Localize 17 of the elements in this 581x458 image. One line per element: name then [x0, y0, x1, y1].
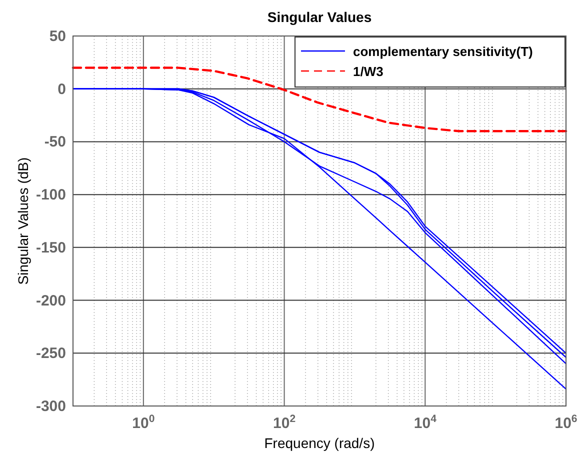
y-axis-title: Singular Values (dB) — [15, 157, 31, 285]
x-axis-title: Frequency (rad/s) — [264, 435, 375, 451]
y-tick-label: -200 — [36, 292, 66, 310]
y-tick-label: -100 — [36, 186, 66, 204]
y-tick-label: 0 — [58, 80, 66, 98]
y-tick-label: -150 — [36, 239, 66, 256]
y-tick-label: -250 — [36, 345, 66, 362]
y-tick-label: 50 — [49, 28, 66, 45]
y-tick-label: -50 — [44, 134, 66, 151]
legend-label: complementary sensitivity(T) — [353, 44, 533, 59]
x-tick-label: 10$^{0}$ — [132, 413, 155, 432]
chart-title: Singular Values — [267, 9, 372, 25]
x-tick-label: 10$^{4}$ — [414, 413, 437, 432]
legend-label: 1/W3 — [353, 64, 384, 79]
x-tick-label: 10$^{2}$ — [273, 413, 296, 432]
y-tick-label: -300 — [36, 398, 66, 415]
x-tick-label: 10$^{6}$ — [554, 413, 578, 432]
